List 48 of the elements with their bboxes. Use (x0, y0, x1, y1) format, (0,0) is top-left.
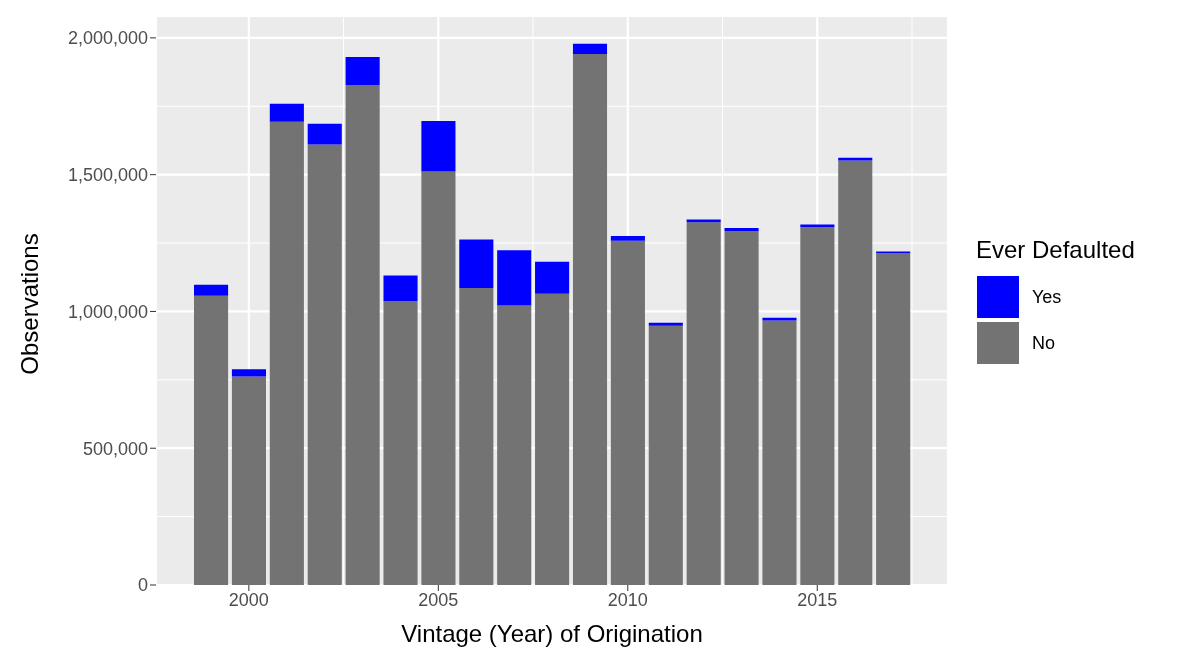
bar (876, 252, 911, 585)
bar (383, 301, 418, 585)
bar (497, 250, 532, 306)
bar (345, 84, 380, 585)
legend-title: Ever Defaulted (976, 236, 1135, 264)
bar (459, 239, 494, 288)
bar (269, 121, 304, 585)
bar (194, 295, 229, 585)
bar (535, 261, 570, 294)
x-tick-label: 2015 (797, 589, 838, 610)
bar (231, 376, 266, 585)
x-axis-title: Vintage (Year) of Origination (400, 620, 704, 648)
bar (800, 224, 835, 228)
text: No (1032, 332, 1056, 354)
bar (572, 43, 608, 55)
y-tick-label: 1,500,000 (67, 165, 148, 186)
bar (307, 144, 342, 585)
bar (724, 231, 759, 585)
bar (194, 284, 229, 296)
bar (610, 235, 645, 241)
y-tick-label: 2,000,000 (67, 28, 148, 49)
bar (572, 54, 608, 585)
bar (724, 228, 759, 232)
text: Yes (1032, 286, 1062, 308)
bar (610, 240, 645, 585)
bar (345, 57, 380, 85)
bar (762, 320, 797, 585)
bar (497, 305, 532, 585)
bar (421, 121, 456, 172)
x-tick-label: 2000 (228, 589, 269, 610)
y-axis-title: Observations (16, 233, 44, 375)
bar (838, 160, 873, 585)
x-tick-label: 2005 (418, 589, 459, 610)
bar (231, 369, 266, 377)
bar (383, 275, 418, 302)
bar (800, 227, 835, 585)
bar (421, 171, 456, 585)
bar (535, 293, 570, 585)
bar (307, 123, 342, 145)
bar (648, 322, 683, 326)
y-tick-label: 1,000,000 (67, 301, 148, 322)
y-tick-label: 0 (137, 575, 148, 596)
bar (686, 222, 721, 585)
bar (459, 287, 494, 585)
bar (269, 103, 304, 122)
y-tick-label: 500,000 (82, 438, 148, 459)
x-tick-label: 2010 (607, 589, 648, 610)
bar (648, 325, 683, 585)
